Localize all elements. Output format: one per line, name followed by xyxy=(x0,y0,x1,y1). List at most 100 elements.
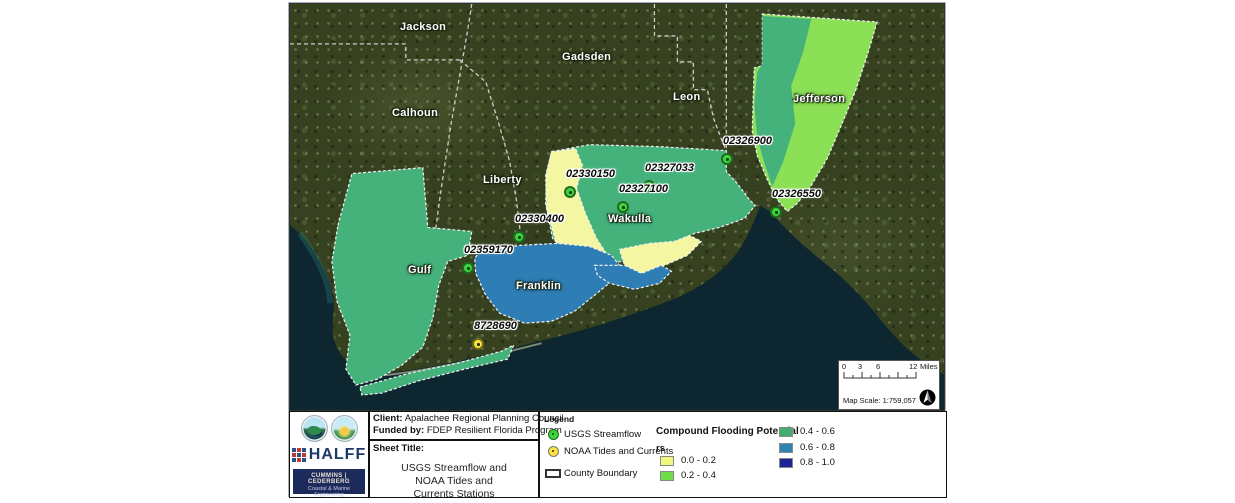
scale-tick-3: 3 xyxy=(858,362,863,371)
coastal-yellow-patch xyxy=(618,234,703,274)
station-02327100[interactable]: 02327100 xyxy=(617,183,668,213)
halff-grid-icon xyxy=(291,448,306,462)
jefferson-west-green-strip xyxy=(754,15,812,187)
sheet-title-line: Currents Stations xyxy=(413,488,495,500)
scale-tick-labels: 0 3 6 12 Miles xyxy=(839,361,939,371)
cfp-swatch-2 xyxy=(779,427,793,437)
cummins-line2: Coastal & Marine Engineering xyxy=(307,486,351,498)
station-02326900[interactable]: 02326900 xyxy=(721,135,772,165)
client-row: Client: Apalachee Regional Planning Coun… xyxy=(373,413,564,425)
usgs-station-icon xyxy=(721,153,733,165)
map-scale-text: Map Scale: 1:759,057 xyxy=(843,396,916,405)
client-info: Client: Apalachee Regional Planning Coun… xyxy=(370,412,564,441)
map-canvas[interactable]: Jackson Gadsden Calhoun Leon Liberty Jef… xyxy=(289,3,945,411)
county-boundary-lines xyxy=(290,4,727,236)
cfp-stray-text: rs xyxy=(656,443,665,454)
scale-ruler xyxy=(843,372,917,379)
station-id-label: 02327100 xyxy=(619,183,668,195)
cummins-line1: CUMMINS | CEDERBERG xyxy=(308,473,350,485)
station-id-label: 02359170 xyxy=(464,244,513,256)
funded-value: FDEP Resilient Florida Program xyxy=(426,425,562,436)
sheet-title-label: Sheet Title: xyxy=(373,443,425,454)
cfp-swatch-3 xyxy=(779,443,793,453)
title-block-bar: HALFF CUMMINS | CEDERBERG Coastal & Mari… xyxy=(289,411,947,500)
legend: Legend USGS Streamflow NOAA Tides and Cu… xyxy=(540,412,946,497)
legend-noaa-label: NOAA Tides and Currents xyxy=(564,446,674,457)
usgs-station-icon xyxy=(643,180,655,192)
cfp-range-3: 0.6 - 0.8 xyxy=(800,442,835,453)
cfp-swatch-1 xyxy=(660,471,674,481)
client-cell: Client: Apalachee Regional Planning Coun… xyxy=(370,412,564,500)
usgs-station-icon xyxy=(513,231,525,243)
cfp-range-4: 0.8 - 1.0 xyxy=(800,457,835,468)
station-id-label: 8728690 xyxy=(474,320,517,332)
cfp-swatch-4 xyxy=(779,458,793,468)
halff-wordmark: HALFF xyxy=(308,446,367,463)
sheet-title: USGS Streamflow and NOAA Tides and Curre… xyxy=(373,462,535,501)
scale-tick-6: 6 xyxy=(876,362,881,371)
wakulla-county-polygon xyxy=(545,144,757,264)
usgs-station-icon xyxy=(564,186,576,198)
cfp-range-0: 0.0 - 0.2 xyxy=(681,455,716,466)
cfp-range-1: 0.2 - 0.4 xyxy=(681,470,716,481)
scale-unit: Miles xyxy=(920,362,938,371)
fdep-seal-logo xyxy=(330,415,358,442)
gulf-county-polygon xyxy=(331,166,473,386)
coastal-blue-patch xyxy=(593,264,673,290)
station-02326550[interactable]: 02326550 xyxy=(770,188,821,218)
funded-label: Funded by: xyxy=(373,425,425,436)
station-02330150[interactable]: 02330150 xyxy=(564,168,615,198)
sheet-title-line: NOAA Tides and xyxy=(415,475,493,487)
usgs-legend-icon xyxy=(548,429,559,440)
franklin-county-polygon xyxy=(474,242,621,324)
station-id-label: 02326900 xyxy=(723,135,772,147)
county-label-gadsden: Gadsden xyxy=(562,51,612,63)
map-overlay xyxy=(290,4,944,410)
legend-usgs-label: USGS Streamflow xyxy=(564,429,642,440)
county-label-jefferson: Jefferson xyxy=(793,93,846,105)
flood-potential-polygons xyxy=(331,13,878,396)
county-label-wakulla: Wakulla xyxy=(608,213,652,225)
station-id-label: 02326550 xyxy=(772,188,821,200)
noaa-station-icon xyxy=(472,338,484,350)
county-label-franklin: Franklin xyxy=(516,280,562,292)
sheet-title-line: USGS Streamflow and xyxy=(401,462,507,474)
logos-cell: HALFF CUMMINS | CEDERBERG Coastal & Mari… xyxy=(290,412,370,498)
county-label-calhoun: Calhoun xyxy=(392,107,439,119)
client-label: Client: xyxy=(373,413,403,424)
cfp-range-2: 0.4 - 0.6 xyxy=(800,426,835,437)
arpc-seal-logo xyxy=(300,415,328,442)
noaa-legend-icon xyxy=(548,446,559,457)
halff-logo: HALFF xyxy=(291,446,367,464)
station-02359170[interactable]: 02359170 xyxy=(462,244,513,274)
cfp-swatch-0 xyxy=(660,456,674,466)
coastal-spit-polygon xyxy=(359,343,515,396)
county-label-gulf: Gulf xyxy=(408,264,432,276)
station-id-label: 02330400 xyxy=(515,213,564,225)
county-label-leon: Leon xyxy=(673,91,701,103)
station-id-label: 02330150 xyxy=(566,168,615,180)
cfp-title: Compound Flooding Potential xyxy=(656,426,799,437)
county-label-liberty: Liberty xyxy=(483,174,522,186)
usgs-station-icon xyxy=(770,206,782,218)
sheet-title-area: Sheet Title: USGS Streamflow and NOAA Ti… xyxy=(370,441,538,503)
station-8728690[interactable]: 8728690 xyxy=(472,320,517,350)
usgs-station-icon xyxy=(617,201,629,213)
cummins-cederberg-logo: CUMMINS | CEDERBERG Coastal & Marine Eng… xyxy=(293,469,365,498)
scale-tick-12: 12 xyxy=(909,362,918,371)
funded-row: Funded by: FDEP Resilient Florida Progra… xyxy=(373,425,562,437)
agency-seals xyxy=(292,415,366,442)
shallow-water xyxy=(297,231,333,304)
scale-tick-0: 0 xyxy=(842,362,847,371)
station-02330400[interactable]: 02330400 xyxy=(513,213,564,243)
client-value: Apalachee Regional Planning Council xyxy=(404,413,564,424)
county-boundary-legend-icon xyxy=(545,469,561,478)
map-sheet: Jackson Gadsden Calhoun Leon Liberty Jef… xyxy=(288,2,947,500)
scale-bar: 0 3 6 12 Miles Map Scale: 1:759,057 xyxy=(838,360,940,410)
station-02327033[interactable]: 02327033 xyxy=(643,162,694,192)
sea-polygon xyxy=(290,205,944,410)
north-arrow-icon xyxy=(919,389,936,406)
county-label-jackson: Jackson xyxy=(400,21,447,33)
usgs-station-icon xyxy=(462,262,474,274)
station-id-label: 02327033 xyxy=(645,162,694,174)
